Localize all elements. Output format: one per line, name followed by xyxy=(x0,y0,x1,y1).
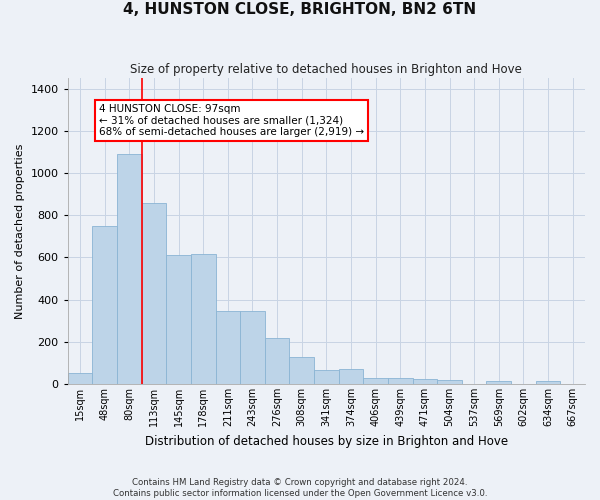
Bar xyxy=(413,378,437,384)
Bar xyxy=(166,256,191,384)
Bar xyxy=(191,254,215,384)
Bar xyxy=(92,226,117,384)
Bar xyxy=(364,378,388,384)
Bar xyxy=(487,382,511,384)
Bar xyxy=(536,382,560,384)
Bar xyxy=(338,369,364,384)
Bar xyxy=(215,311,240,384)
Bar xyxy=(314,370,338,384)
Text: 4, HUNSTON CLOSE, BRIGHTON, BN2 6TN: 4, HUNSTON CLOSE, BRIGHTON, BN2 6TN xyxy=(124,2,476,18)
Bar xyxy=(240,311,265,384)
Bar xyxy=(117,154,142,384)
X-axis label: Distribution of detached houses by size in Brighton and Hove: Distribution of detached houses by size … xyxy=(145,434,508,448)
Bar xyxy=(68,374,92,384)
Bar xyxy=(289,356,314,384)
Bar xyxy=(437,380,462,384)
Title: Size of property relative to detached houses in Brighton and Hove: Size of property relative to detached ho… xyxy=(130,62,522,76)
Bar xyxy=(388,378,413,384)
Bar xyxy=(265,338,289,384)
Text: 4 HUNSTON CLOSE: 97sqm
← 31% of detached houses are smaller (1,324)
68% of semi-: 4 HUNSTON CLOSE: 97sqm ← 31% of detached… xyxy=(99,104,364,138)
Bar xyxy=(142,202,166,384)
Y-axis label: Number of detached properties: Number of detached properties xyxy=(15,144,25,318)
Text: Contains HM Land Registry data © Crown copyright and database right 2024.
Contai: Contains HM Land Registry data © Crown c… xyxy=(113,478,487,498)
